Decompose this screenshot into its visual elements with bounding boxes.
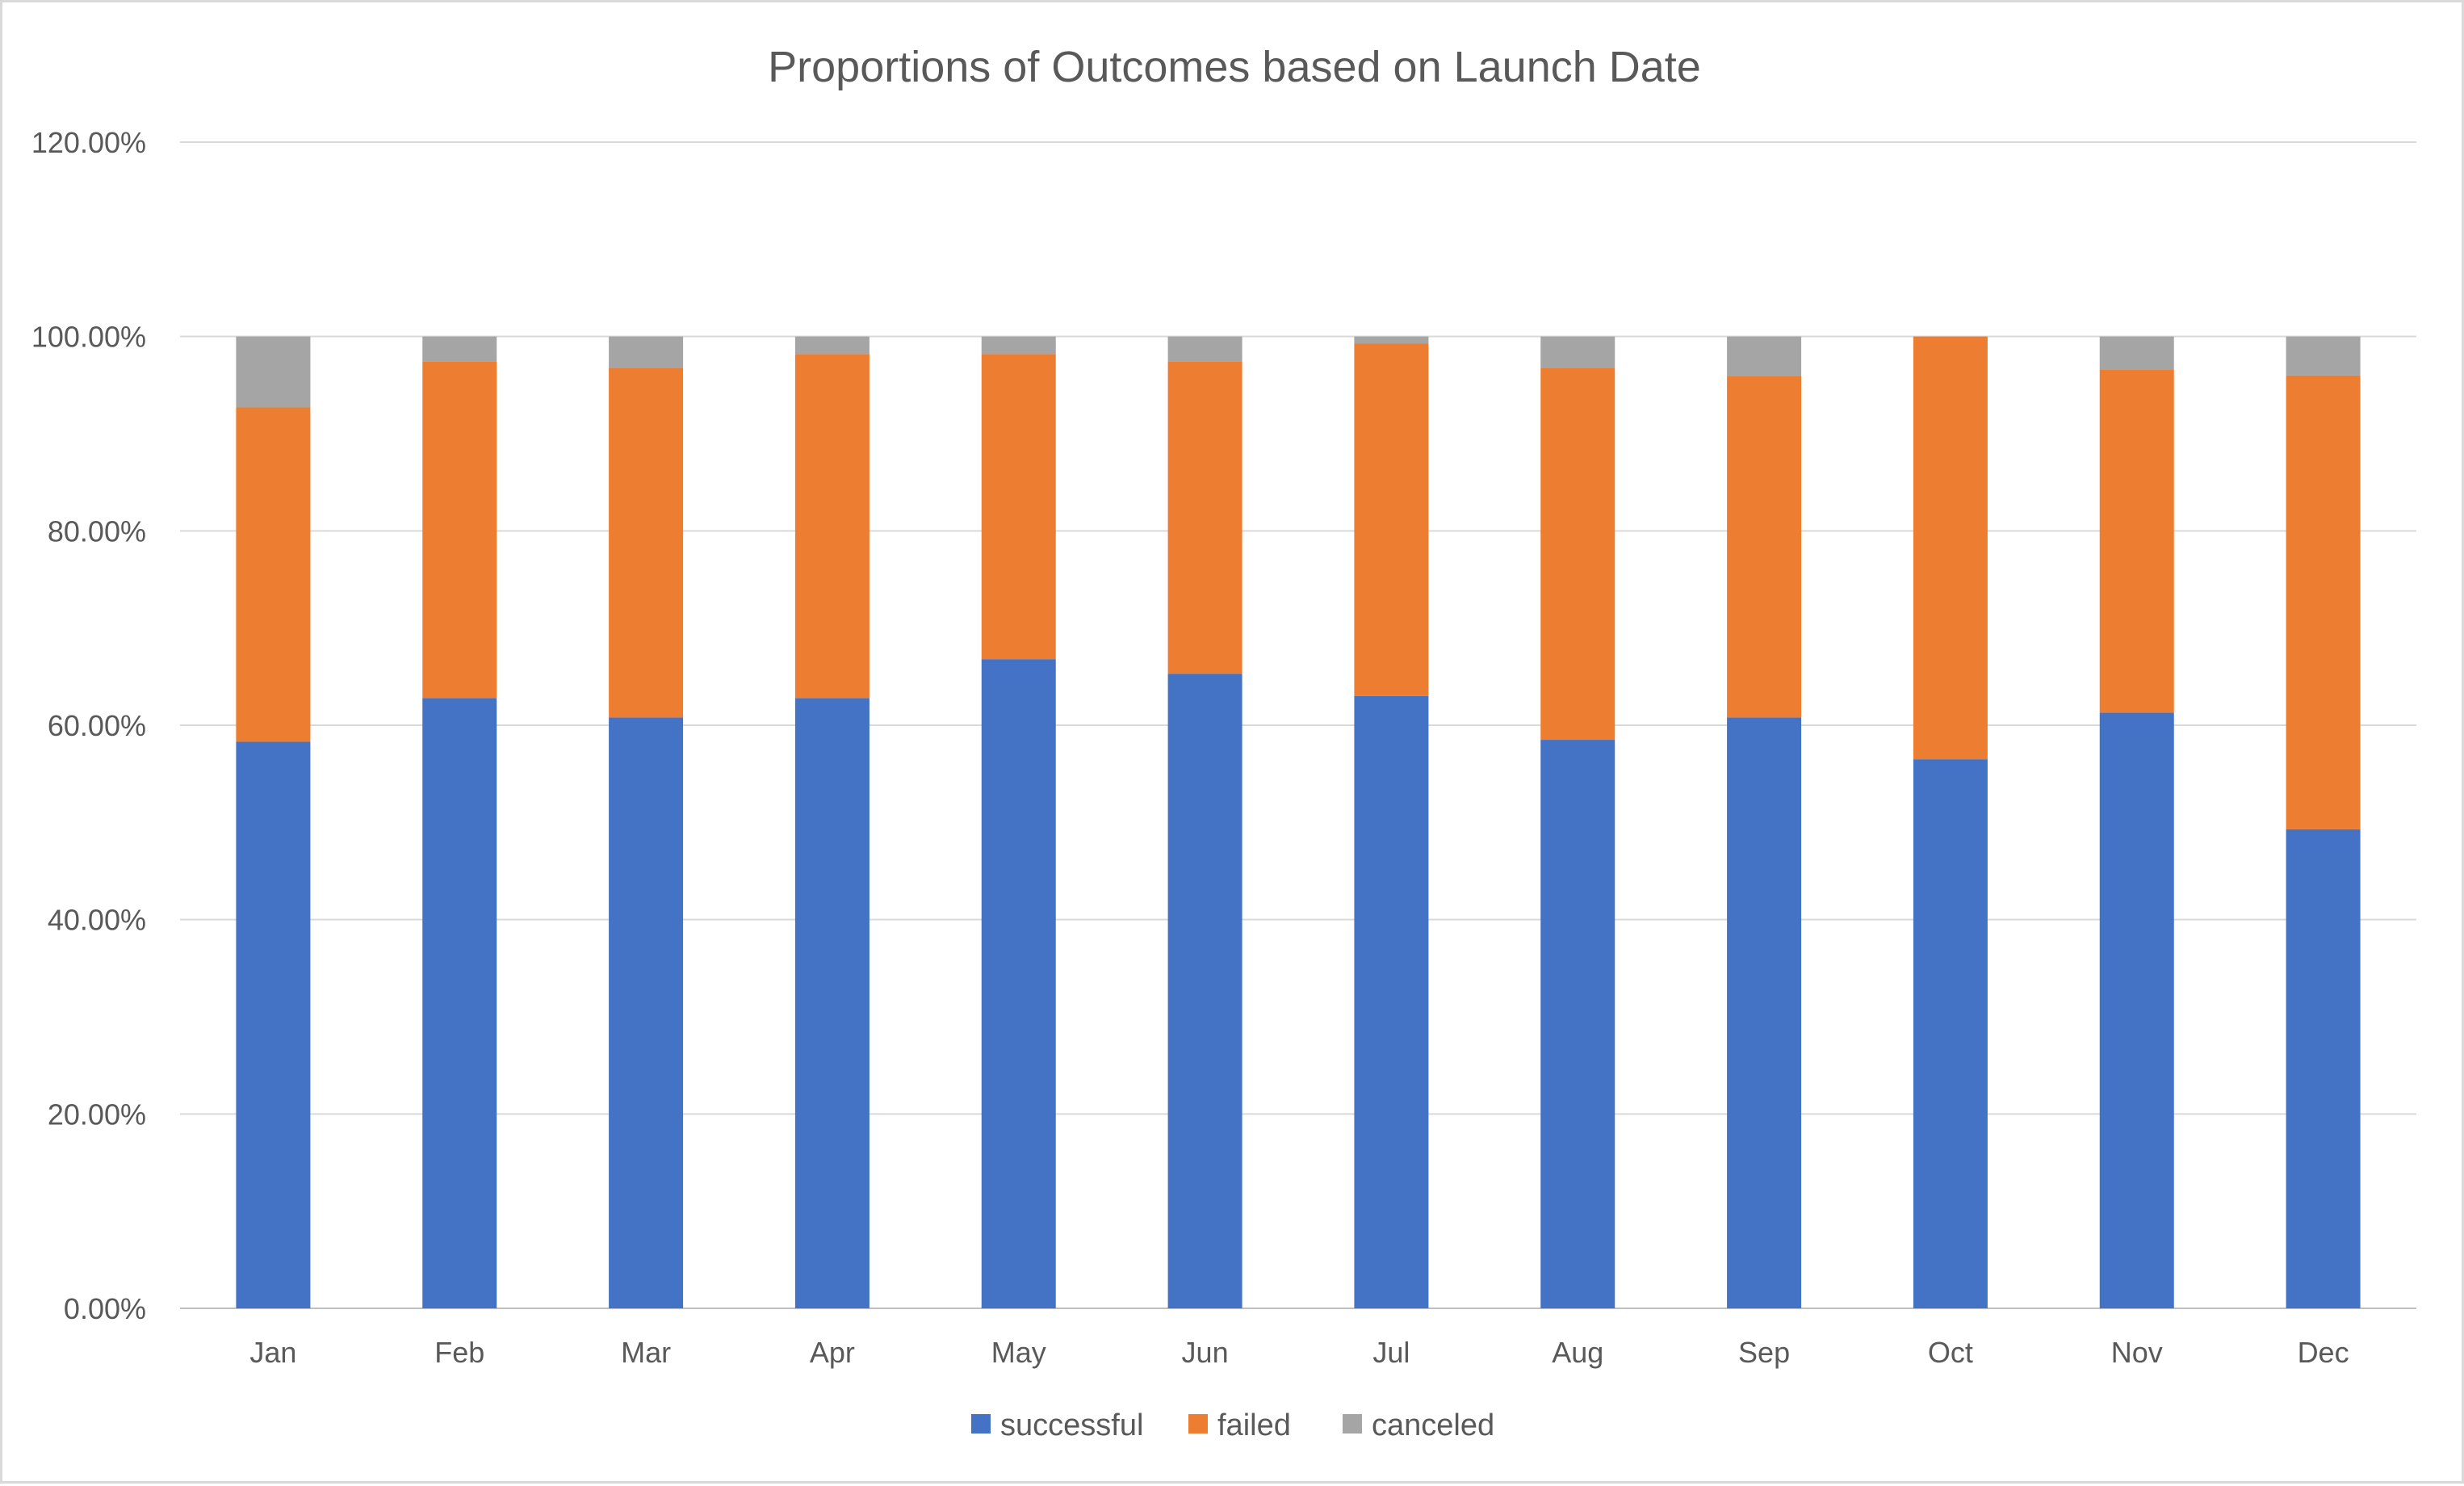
bar-failed-mar (609, 367, 684, 718)
bar-successful-jul (1354, 695, 1429, 1308)
x-tick-label: Mar (621, 1336, 671, 1369)
bar-failed-nov (2099, 369, 2174, 713)
x-tick-label: Jul (1372, 1336, 1410, 1369)
bar-canceled-feb (422, 336, 497, 362)
bar-failed-feb (422, 361, 497, 699)
bar-successful-jun (1167, 674, 1242, 1308)
bar-successful-apr (794, 698, 870, 1308)
x-tick-label: Nov (2111, 1336, 2163, 1369)
x-tick-label: Apr (810, 1336, 855, 1369)
bar-canceled-jun (1167, 336, 1242, 362)
bar-failed-apr (794, 354, 870, 699)
legend: successful failed canceled (971, 1408, 1494, 1442)
x-tick-label: May (991, 1336, 1046, 1369)
bar-failed-jan (236, 407, 311, 742)
y-tick-label: 0.00% (64, 1292, 146, 1325)
legend-label-canceled: canceled (1372, 1408, 1494, 1442)
bar-canceled-aug (1540, 336, 1615, 368)
bar-canceled-nov (2099, 336, 2174, 370)
y-tick-label: 60.00% (48, 709, 146, 742)
x-tick-label: Jan (249, 1336, 296, 1369)
chart-title: Proportions of Outcomes based on Launch … (768, 43, 1701, 91)
legend-swatch-successful (971, 1414, 991, 1434)
gridlines (180, 141, 2416, 1309)
x-tick-label: Dec (2298, 1336, 2349, 1369)
y-axis-ticks: 0.00% 20.00% 40.00% 60.00% 80.00% 100.00% 120.… (31, 126, 146, 1325)
x-tick-label: Sep (1738, 1336, 1790, 1369)
bar-successful-feb (422, 698, 497, 1308)
legend-label-failed: failed (1217, 1408, 1291, 1442)
bar-successful-oct (1913, 759, 1988, 1308)
bar-failed-aug (1540, 367, 1615, 741)
bar-successful-dec (2286, 829, 2361, 1308)
bar-successful-may (981, 659, 1056, 1308)
bar-successful-nov (2099, 712, 2174, 1308)
legend-label-successful: successful (1000, 1408, 1143, 1442)
bar-successful-aug (1540, 740, 1615, 1308)
bar-successful-sep (1727, 717, 1802, 1308)
bar-successful-jan (236, 741, 311, 1308)
y-tick-label: 120.00% (31, 126, 146, 159)
bar-failed-dec (2286, 375, 2361, 829)
y-tick-label: 80.00% (48, 514, 146, 548)
legend-swatch-failed (1188, 1414, 1208, 1434)
bar-failed-oct (1913, 336, 1988, 760)
y-tick-label: 20.00% (48, 1098, 146, 1131)
y-tick-label: 100.00% (31, 321, 146, 354)
bar-failed-may (981, 354, 1056, 660)
legend-swatch-canceled (1343, 1414, 1362, 1434)
x-axis-ticks: Jan Feb Mar Apr May Jun Jul Aug Sep Oct Nov Dec (249, 1336, 2349, 1369)
bar-canceled-may (981, 336, 1056, 355)
bar-canceled-sep (1727, 336, 1802, 377)
x-tick-label: Jun (1182, 1336, 1229, 1369)
bar-canceled-jul (1354, 336, 1429, 344)
bar-failed-jul (1354, 343, 1429, 696)
bar-canceled-jan (236, 336, 311, 408)
bar-failed-jun (1167, 361, 1242, 674)
bar-failed-sep (1727, 376, 1802, 718)
bars (236, 336, 2361, 1308)
bar-canceled-apr (794, 336, 870, 355)
bar-successful-mar (609, 717, 684, 1308)
y-tick-label: 40.00% (48, 904, 146, 937)
x-tick-label: Feb (434, 1336, 484, 1369)
bar-canceled-dec (2286, 336, 2361, 376)
x-tick-label: Aug (1552, 1336, 1603, 1369)
bar-canceled-mar (609, 336, 684, 368)
x-tick-label: Oct (1928, 1336, 1973, 1369)
